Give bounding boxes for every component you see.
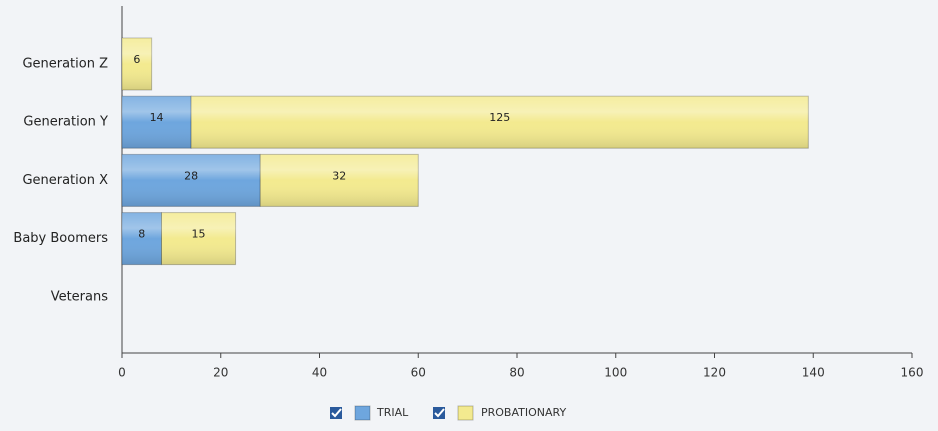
legend-label: PROBATIONARY bbox=[481, 406, 566, 419]
check-icon bbox=[434, 408, 445, 418]
data-label: 14 bbox=[150, 111, 164, 124]
bar-gloss bbox=[161, 212, 236, 265]
data-label: 6 bbox=[133, 53, 140, 66]
bar-gloss bbox=[122, 154, 261, 207]
x-tick-label: 160 bbox=[901, 366, 924, 380]
y-tick-label: Baby Boomers bbox=[13, 231, 108, 246]
legend: TRIAL PROBATIONARY bbox=[330, 405, 566, 421]
x-tick-label: 40 bbox=[312, 366, 327, 380]
y-tick-label: Generation X bbox=[22, 173, 108, 188]
data-label: 28 bbox=[184, 169, 198, 182]
x-tick-label: 120 bbox=[703, 366, 726, 380]
legend-swatch bbox=[354, 405, 371, 421]
y-tick-label: Generation Y bbox=[23, 115, 108, 130]
legend-swatch bbox=[457, 405, 474, 421]
bar-gloss bbox=[122, 212, 162, 265]
bar-gloss bbox=[260, 154, 419, 207]
x-tick-label: 100 bbox=[604, 366, 627, 380]
x-tick-label: 0 bbox=[118, 366, 126, 380]
check-icon bbox=[331, 408, 342, 418]
x-tick-label: 60 bbox=[411, 366, 426, 380]
data-label: 15 bbox=[192, 228, 206, 241]
bar-gloss bbox=[191, 96, 809, 149]
y-tick-label: Veterans bbox=[51, 289, 109, 304]
data-label: 32 bbox=[332, 169, 346, 182]
data-label: 125 bbox=[489, 111, 510, 124]
y-tick-label: Generation Z bbox=[22, 57, 108, 72]
bar-gloss bbox=[122, 38, 152, 90]
legend-label: TRIAL bbox=[376, 406, 409, 419]
x-tick-label: 80 bbox=[509, 366, 524, 380]
bar-gloss bbox=[122, 96, 192, 149]
x-tick-label: 20 bbox=[213, 366, 228, 380]
data-label: 8 bbox=[138, 228, 145, 241]
x-tick-label: 140 bbox=[802, 366, 825, 380]
